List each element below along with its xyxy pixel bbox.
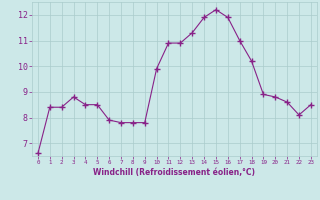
X-axis label: Windchill (Refroidissement éolien,°C): Windchill (Refroidissement éolien,°C)	[93, 168, 255, 177]
